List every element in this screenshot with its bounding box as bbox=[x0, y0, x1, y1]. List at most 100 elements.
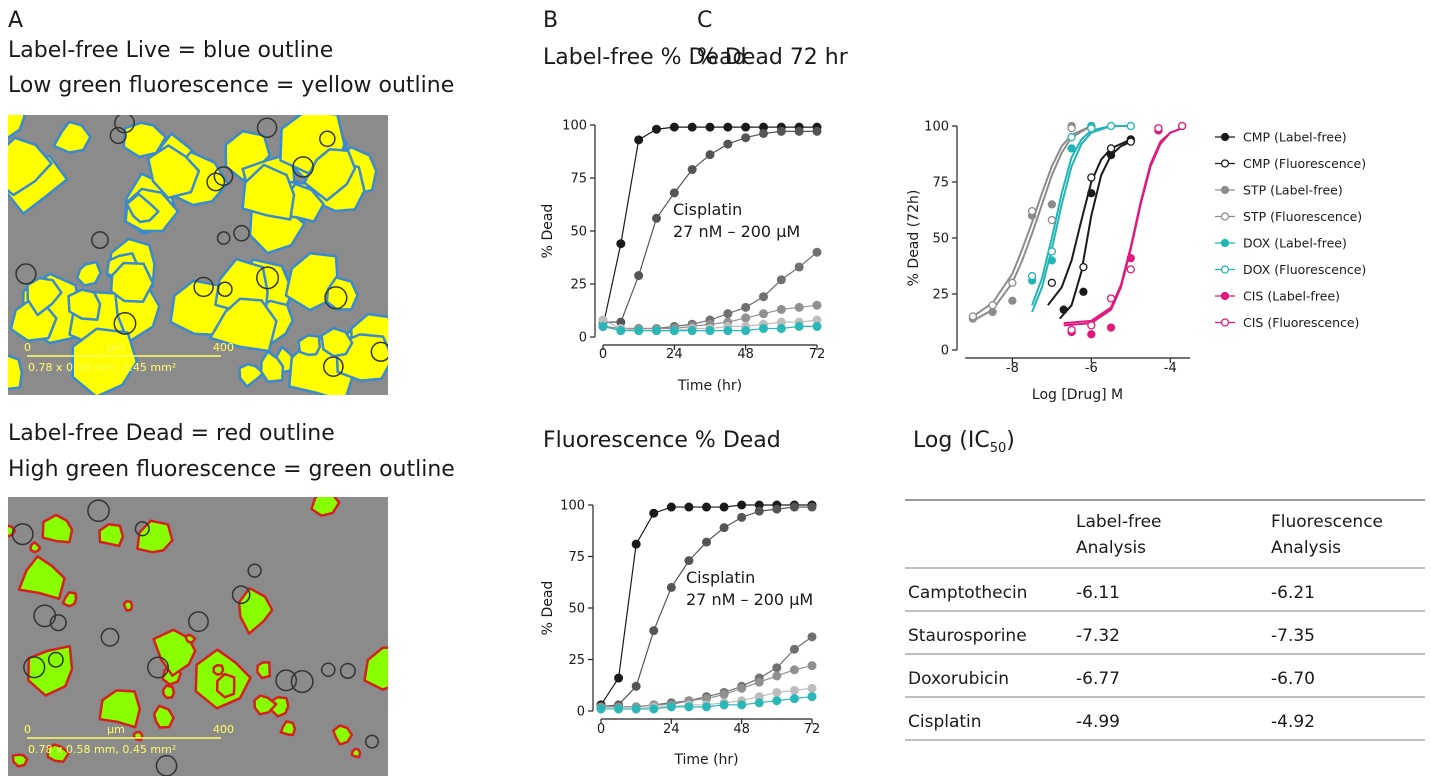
column-header: Analysis bbox=[1076, 538, 1146, 558]
data-point bbox=[723, 122, 733, 132]
cell bbox=[231, 585, 251, 605]
cell bbox=[320, 662, 336, 678]
cell-outline bbox=[241, 163, 296, 221]
cell bbox=[364, 734, 379, 749]
data-point bbox=[772, 696, 782, 706]
cell bbox=[339, 662, 356, 679]
data-point bbox=[616, 317, 626, 327]
cell bbox=[292, 156, 314, 178]
fit-curve bbox=[972, 125, 1092, 318]
table-cell: -7.35 bbox=[1271, 626, 1315, 646]
data-point bbox=[702, 502, 711, 512]
y-axis-label: % Dead (72h) bbox=[906, 190, 922, 287]
cell-outline bbox=[8, 354, 24, 391]
data-point bbox=[1106, 323, 1116, 332]
data-point bbox=[684, 702, 694, 712]
scale-text: 400 bbox=[213, 341, 234, 354]
cell bbox=[109, 126, 127, 145]
cell-outline bbox=[253, 694, 278, 716]
legend-marker bbox=[1220, 318, 1230, 327]
x-tick-label: -8 bbox=[1006, 361, 1019, 376]
x-axis-label: Time (hr) bbox=[677, 378, 742, 394]
data-point bbox=[789, 644, 799, 654]
data-point bbox=[631, 681, 641, 691]
data-point bbox=[616, 326, 626, 336]
data-point bbox=[687, 165, 697, 175]
y-tick-label: 50 bbox=[932, 232, 949, 247]
data-point bbox=[754, 698, 764, 708]
data-point bbox=[754, 506, 764, 516]
data-point bbox=[741, 313, 751, 323]
data-point bbox=[1079, 262, 1088, 272]
data-point bbox=[807, 502, 817, 512]
data-point bbox=[631, 539, 641, 549]
scale-text: µm bbox=[107, 341, 125, 354]
data-point bbox=[1154, 124, 1163, 133]
legend-label: CMP (Label-free) bbox=[1243, 130, 1347, 145]
cell bbox=[370, 341, 388, 362]
cell bbox=[275, 669, 298, 692]
panel-label: C bbox=[697, 8, 712, 33]
scale-text: 0 bbox=[24, 723, 31, 736]
cell bbox=[256, 266, 280, 290]
annotation: 27 nM – 200 µM bbox=[673, 222, 800, 241]
y-tick-label: 0 bbox=[941, 344, 949, 359]
cell-outline bbox=[61, 591, 78, 608]
cell-outline bbox=[209, 297, 278, 353]
data-point bbox=[598, 315, 608, 325]
data-point bbox=[772, 671, 782, 681]
data-point bbox=[776, 275, 786, 285]
table-cell: -4.99 bbox=[1076, 712, 1120, 732]
table-cell: -6.11 bbox=[1076, 583, 1120, 603]
legend-marker bbox=[1220, 159, 1230, 168]
cell-outline bbox=[161, 684, 176, 700]
data-point bbox=[759, 122, 768, 132]
data-point bbox=[649, 508, 659, 518]
image-caption: Label-free Dead = red outline bbox=[8, 421, 335, 446]
data-point bbox=[719, 700, 729, 710]
data-point bbox=[631, 704, 641, 714]
x-tick-label: 0 bbox=[599, 347, 607, 362]
data-point bbox=[789, 502, 799, 512]
cell-outline bbox=[67, 288, 102, 321]
data-point bbox=[1047, 200, 1056, 209]
scale-text: 0.78 x 0.58 mm, 0.45 mm² bbox=[28, 361, 176, 374]
data-point bbox=[812, 321, 822, 331]
y-tick-label: 75 bbox=[568, 550, 585, 565]
x-tick-label: 48 bbox=[733, 722, 750, 737]
data-point bbox=[1027, 271, 1037, 281]
data-point bbox=[789, 665, 799, 675]
data-point bbox=[666, 702, 676, 712]
data-point bbox=[794, 262, 804, 272]
data-point bbox=[988, 307, 997, 317]
micrograph-background bbox=[8, 497, 388, 776]
legend-marker bbox=[1220, 265, 1230, 274]
data-point bbox=[634, 135, 644, 145]
cell-outline bbox=[132, 730, 144, 742]
data-point bbox=[649, 626, 659, 636]
data-point bbox=[737, 500, 747, 510]
scale-text: 0.78 x 0.58 mm, 0.45 mm² bbox=[28, 743, 176, 756]
data-point bbox=[1126, 121, 1135, 131]
cell-outline bbox=[52, 120, 92, 154]
cell bbox=[213, 166, 234, 187]
cell bbox=[49, 614, 67, 632]
cell-outline bbox=[256, 660, 272, 680]
data-point bbox=[719, 690, 729, 700]
cell-outline bbox=[11, 753, 29, 768]
data-point bbox=[719, 502, 729, 512]
data-point bbox=[634, 326, 644, 336]
data-point bbox=[723, 326, 733, 336]
cell bbox=[247, 563, 262, 578]
cell-outline bbox=[8, 136, 53, 197]
scale-text: µm bbox=[107, 723, 125, 736]
y-axis-label: % Dead bbox=[540, 204, 556, 259]
data-point bbox=[666, 582, 676, 592]
cell bbox=[216, 231, 231, 245]
y-axis-label: % Dead bbox=[540, 581, 556, 636]
cell-outline bbox=[279, 720, 297, 737]
x-tick-label: 0 bbox=[597, 722, 605, 737]
cell bbox=[100, 627, 120, 647]
legend-label: CMP (Fluorescence) bbox=[1243, 156, 1366, 171]
table-cell: -6.70 bbox=[1271, 669, 1315, 689]
